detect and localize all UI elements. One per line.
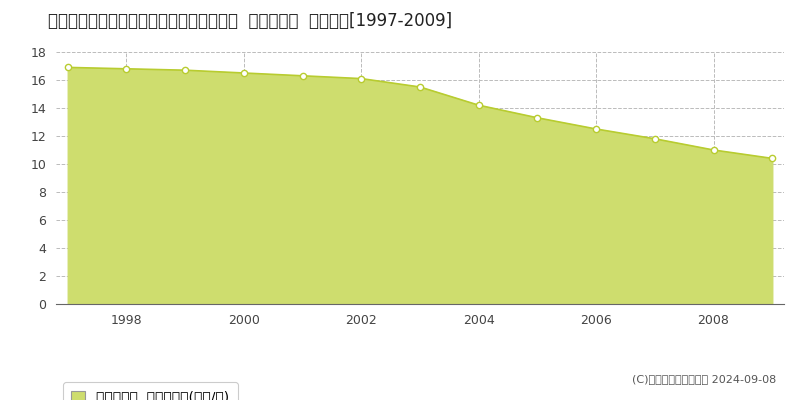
Text: 徳島県鳴門市大津町大幸字松ノ下１５番５  基準地価格  地価推移[1997-2009]: 徳島県鳴門市大津町大幸字松ノ下１５番５ 基準地価格 地価推移[1997-2009… (48, 12, 452, 30)
Legend: 基準地価格  平均坪単価(万円/坪): 基準地価格 平均坪単価(万円/坪) (63, 382, 238, 400)
Text: (C)土地価格ドットコム 2024-09-08: (C)土地価格ドットコム 2024-09-08 (632, 374, 776, 384)
